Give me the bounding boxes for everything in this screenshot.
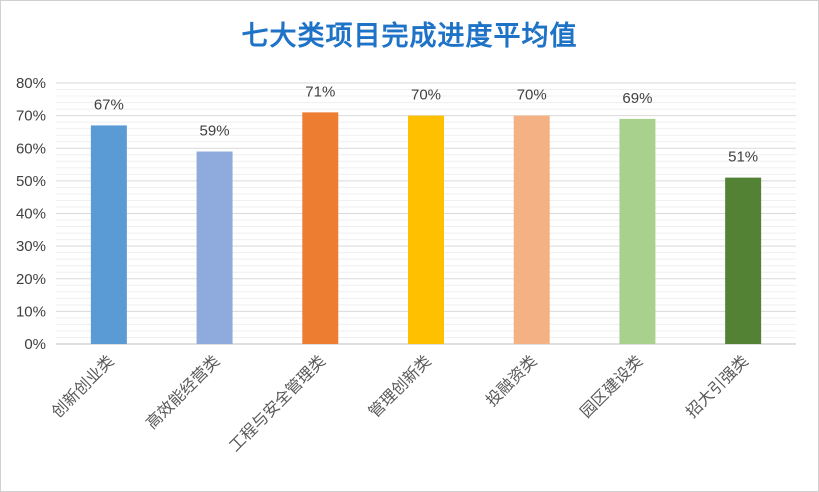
y-tick-label: 70% [16, 108, 46, 125]
category-label: 招大引强类 [682, 351, 752, 421]
y-tick-label: 10% [16, 303, 46, 320]
bar [408, 115, 444, 344]
bar [196, 151, 233, 344]
y-tick-label: 0% [24, 336, 46, 353]
category-label: 工程与安全管理类 [225, 351, 329, 455]
data-label: 70% [411, 87, 441, 104]
chart-title: 七大类项目完成进度平均值 [241, 21, 578, 52]
data-label: 71% [305, 83, 335, 100]
bar [725, 177, 762, 344]
y-tick-label: 80% [16, 75, 46, 92]
data-label: 69% [622, 90, 652, 107]
category-label: 高效能经营类 [142, 351, 223, 432]
data-label: 51% [728, 149, 758, 166]
y-tick-label: 20% [16, 271, 46, 288]
data-label: 67% [94, 96, 124, 113]
category-label: 投融资类 [482, 351, 541, 410]
data-label: 59% [200, 123, 230, 140]
bar [90, 125, 127, 344]
category-label: 管理创新类 [365, 351, 435, 421]
bar [619, 118, 656, 344]
y-tick-label: 30% [16, 238, 46, 255]
y-tick-label: 60% [16, 140, 46, 157]
category-label: 创新创业类 [48, 351, 118, 421]
y-tick-label: 40% [16, 206, 46, 223]
y-tick-label: 50% [16, 173, 46, 190]
bar [513, 115, 550, 344]
category-label: 园区建设类 [576, 351, 646, 421]
bar [302, 112, 339, 344]
data-label: 70% [517, 87, 547, 104]
